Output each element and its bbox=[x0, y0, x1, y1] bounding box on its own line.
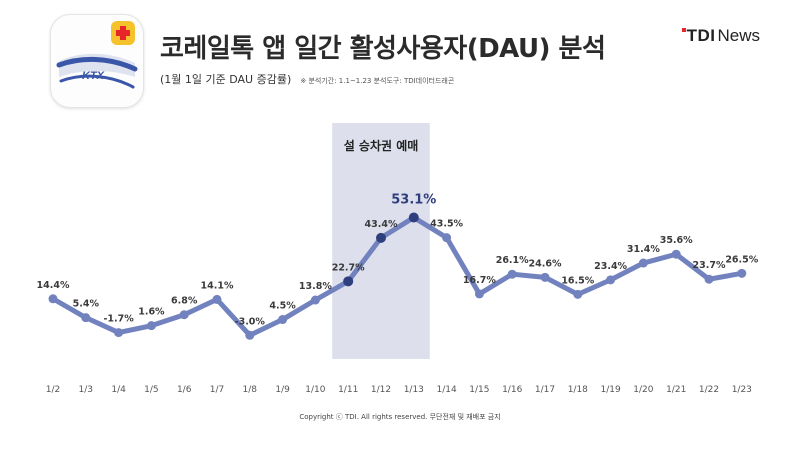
x-tick-label: 1/18 bbox=[568, 385, 588, 395]
data-label: 22.7% bbox=[332, 262, 365, 273]
data-point bbox=[474, 289, 484, 299]
data-point bbox=[442, 233, 452, 243]
x-tick-label: 1/3 bbox=[79, 385, 93, 395]
data-label: 14.4% bbox=[37, 280, 70, 291]
brand-suffix: News bbox=[717, 26, 760, 45]
app-icon-label: KTX bbox=[82, 70, 105, 82]
data-point bbox=[48, 294, 58, 304]
x-tick-label: 1/15 bbox=[469, 385, 489, 395]
data-point bbox=[81, 313, 91, 323]
x-tick-label: 1/16 bbox=[502, 385, 522, 395]
data-point bbox=[114, 328, 124, 338]
data-point bbox=[573, 289, 583, 299]
data-label: 5.4% bbox=[73, 299, 100, 310]
data-point bbox=[212, 294, 222, 304]
x-tick-label: 1/6 bbox=[177, 385, 192, 395]
data-label: 13.8% bbox=[299, 281, 332, 292]
x-tick-label: 1/19 bbox=[600, 385, 620, 395]
brand-name: TDI bbox=[686, 26, 716, 45]
data-label: 1.6% bbox=[138, 307, 165, 318]
x-tick-label: 1/22 bbox=[699, 385, 719, 395]
x-tick-label: 1/12 bbox=[371, 385, 391, 395]
data-point bbox=[638, 258, 648, 268]
data-point bbox=[376, 232, 386, 243]
brand-logo: TDI News bbox=[681, 26, 760, 46]
data-labels: 14.4%5.4%-1.7% 1.6% 6.8%14.1% -3.0%4.5%13.8… bbox=[37, 192, 759, 327]
data-label: 43.4% bbox=[365, 219, 398, 230]
korail-talk-app-icon: KTX bbox=[50, 14, 144, 108]
data-label: 16.5% bbox=[561, 275, 594, 286]
data-label: 4.5% bbox=[269, 301, 296, 312]
data-point bbox=[179, 310, 189, 320]
data-label: 16.7% bbox=[463, 275, 496, 286]
data-point bbox=[310, 295, 320, 305]
data-label: 23.4% bbox=[594, 261, 627, 272]
data-label: -3.0% bbox=[235, 316, 266, 327]
page-title: 코레일톡 앱 일간 활성사용자(DAU) 분석 bbox=[160, 34, 606, 64]
x-tick-label: 1/5 bbox=[144, 385, 158, 395]
data-point bbox=[671, 249, 681, 259]
data-label: 23.7% bbox=[693, 260, 726, 271]
data-point bbox=[146, 321, 156, 331]
subtitle: (1월 1일 기준 DAU 증감률) bbox=[160, 73, 292, 86]
x-tick-label: 1/11 bbox=[338, 385, 358, 395]
x-tick-label: 1/20 bbox=[633, 385, 653, 395]
data-point bbox=[343, 276, 354, 287]
x-tick-label: 1/13 bbox=[404, 385, 424, 395]
x-tick-label: 1/23 bbox=[732, 385, 752, 395]
data-point bbox=[737, 268, 747, 278]
data-point bbox=[606, 275, 616, 285]
subtitle-row: (1월 1일 기준 DAU 증감률) ※ 분석기간: 1.1~1.23 분석도구… bbox=[160, 68, 454, 87]
x-tick-label: 1/21 bbox=[666, 385, 686, 395]
data-point bbox=[278, 315, 288, 325]
data-label: 31.4% bbox=[627, 244, 660, 255]
data-point bbox=[704, 274, 714, 284]
x-tick-labels: 1/2 1/3 1/4 1/5 1/6 1/7 1/8 1/9 1/10 1/11 1/12 1/13… bbox=[46, 385, 752, 395]
x-tick-label: 1/4 bbox=[111, 385, 126, 395]
data-label: 43.5% bbox=[430, 219, 463, 230]
x-tick-label: 1/17 bbox=[535, 385, 555, 395]
data-point bbox=[507, 269, 517, 279]
analysis-note: ※ 분석기간: 1.1~1.23 분석도구: TDI데이터드래곤 bbox=[300, 77, 455, 85]
data-label: 26.5% bbox=[725, 254, 758, 265]
data-label: -1.7% bbox=[103, 314, 134, 325]
data-point bbox=[540, 272, 550, 282]
series-line bbox=[50, 214, 745, 338]
x-tick-label: 1/9 bbox=[275, 385, 290, 395]
copyright-footer: Copyright ⓒ TDI. All rights reserved. 무단… bbox=[299, 413, 501, 421]
data-points bbox=[48, 212, 747, 340]
data-label: 6.8% bbox=[171, 296, 198, 307]
data-label: 53.1% bbox=[391, 192, 436, 207]
data-label: 26.1% bbox=[496, 255, 529, 266]
data-label: 35.6% bbox=[660, 235, 693, 246]
highlight-label: 설 승차권 예매 bbox=[344, 138, 419, 153]
x-tick-label: 1/7 bbox=[210, 385, 224, 395]
data-label: 24.6% bbox=[529, 258, 562, 269]
x-tick-label: 1/14 bbox=[436, 385, 456, 395]
x-tick-label: 1/8 bbox=[243, 385, 258, 395]
x-tick-label: 1/2 bbox=[46, 385, 60, 395]
data-label: 14.1% bbox=[201, 280, 234, 291]
data-point bbox=[408, 212, 419, 223]
brand-mark bbox=[681, 28, 686, 32]
x-tick-label: 1/10 bbox=[305, 385, 325, 395]
data-point bbox=[245, 330, 255, 340]
